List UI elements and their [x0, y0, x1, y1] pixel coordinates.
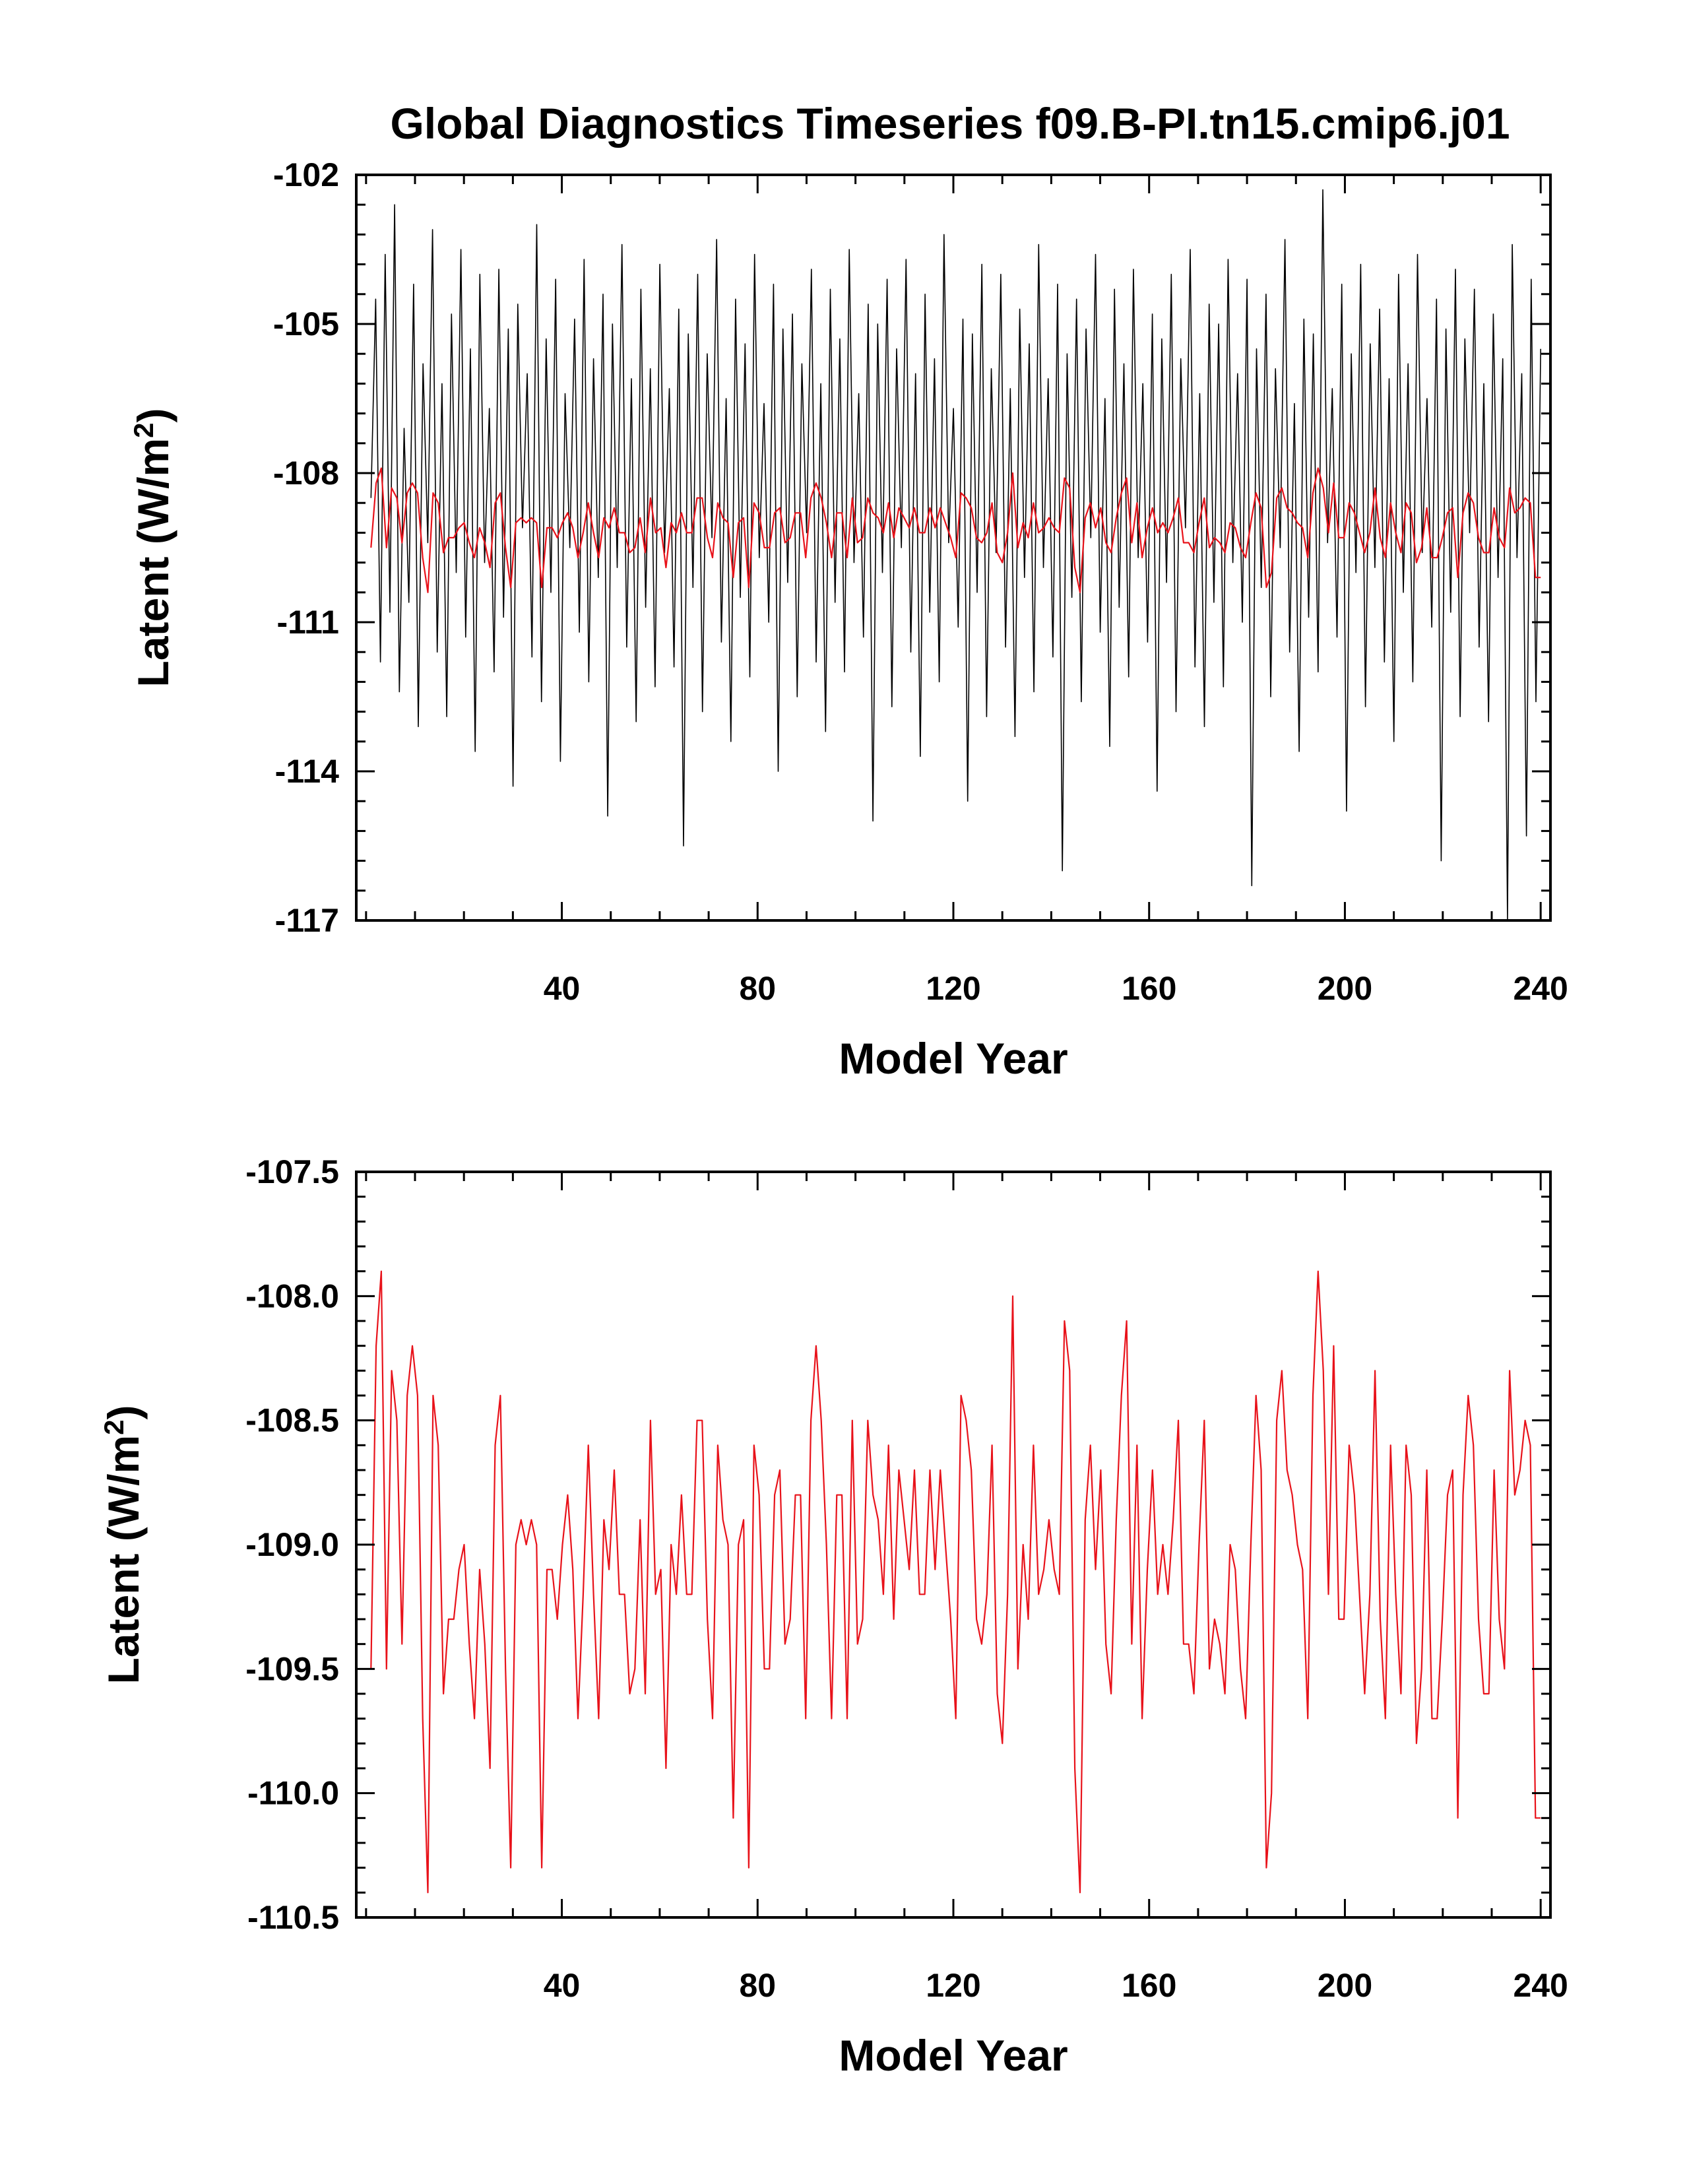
bottom-y-tick-label: -110.0: [247, 1775, 339, 1812]
bottom-x-axis-label: Model Year: [839, 2031, 1068, 2080]
top-panel: 40 80 120 160 200 240 -117 -114 -111 -108 -105 -102…: [128, 156, 1568, 1083]
top-y-tick-label: -111: [276, 604, 339, 641]
top-y-tick-label: -108: [273, 455, 339, 492]
bottom-series-line-0: [370, 1270, 1541, 1894]
top-x-tick-label: 120: [926, 970, 980, 1007]
bottom-y-axis-label: Latent (W/m2): [98, 1405, 148, 1685]
top-x-tick-label: 40: [544, 970, 581, 1007]
top-x-tick-label: 80: [739, 970, 776, 1007]
top-x-axis-label: Model Year: [839, 1034, 1068, 1083]
bottom-x-tick-label: 40: [544, 1967, 581, 2004]
bottom-y-tick-label: -110.5: [247, 1899, 339, 1936]
top-y-tick-label: -114: [275, 753, 340, 790]
top-series-line-1: [370, 467, 1541, 593]
top-y-tick-label: -102: [273, 156, 339, 193]
top-series-line-0: [370, 189, 1541, 921]
bottom-y-tick-label: -109.0: [245, 1526, 339, 1563]
bottom-y-tick-label: -108.5: [245, 1402, 339, 1439]
bottom-panel: 40 80 120 160 200 240 -110.5 -110.0 -109.5 -109.0…: [98, 1153, 1568, 2080]
bottom-x-tick-label: 200: [1318, 1967, 1372, 2004]
bottom-x-tick-label: 240: [1513, 1967, 1568, 2004]
bottom-y-tick-label: -107.5: [245, 1153, 339, 1190]
bottom-y-tick-label: -109.5: [245, 1650, 339, 1687]
chart-title: Global Diagnostics Timeseries f09.B-PI.t…: [390, 99, 1510, 148]
bottom-y-tick-label: -108.0: [245, 1277, 339, 1314]
bottom-x-tick-label: 80: [739, 1967, 776, 2004]
top-y-tick-label: -105: [273, 305, 339, 342]
top-y-axis-label: Latent (W/m2): [128, 408, 178, 688]
bottom-x-tick-label: 120: [926, 1967, 980, 2004]
top-y-tick-label: -117: [275, 902, 339, 939]
top-x-tick-label: 240: [1513, 970, 1568, 1007]
top-x-tick-label: 200: [1318, 970, 1372, 1007]
top-x-tick-label: 160: [1122, 970, 1176, 1007]
bottom-x-tick-label: 160: [1122, 1967, 1176, 2004]
